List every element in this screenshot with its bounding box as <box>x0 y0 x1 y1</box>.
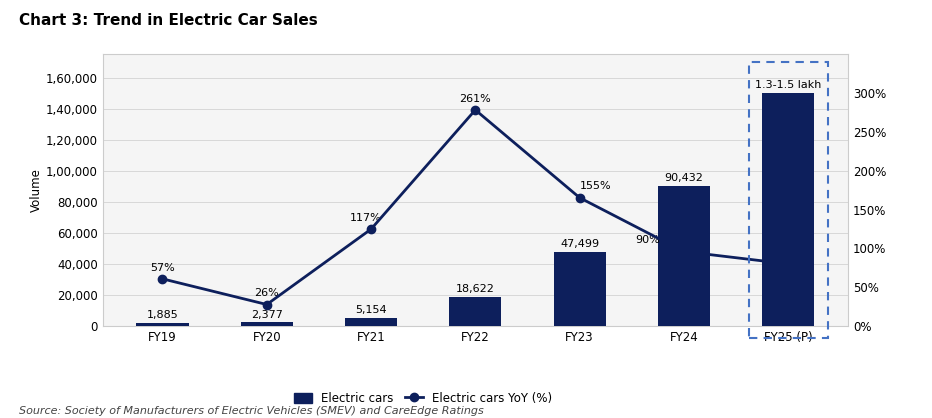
Text: Chart 3: Trend in Electric Car Sales: Chart 3: Trend in Electric Car Sales <box>19 13 318 28</box>
Text: 90%: 90% <box>635 235 660 245</box>
Bar <box>136 323 188 326</box>
Y-axis label: Volume: Volume <box>30 168 43 212</box>
Text: 1,885: 1,885 <box>146 310 178 320</box>
Text: 90,432: 90,432 <box>665 173 704 183</box>
Text: 155%: 155% <box>580 181 611 191</box>
Text: 1.3-1.5 lakh: 1.3-1.5 lakh <box>755 80 821 90</box>
Text: Source: Society of Manufacturers of Electric Vehicles (SMEV) and CareEdge Rating: Source: Society of Manufacturers of Elec… <box>19 406 484 416</box>
Bar <box>240 322 293 326</box>
Text: 2,377: 2,377 <box>251 310 282 319</box>
Text: 26%: 26% <box>254 288 280 298</box>
Bar <box>762 93 815 326</box>
Bar <box>449 297 501 326</box>
Bar <box>658 186 710 326</box>
Text: 18,622: 18,622 <box>456 284 495 294</box>
Bar <box>554 252 606 326</box>
Text: 47,499: 47,499 <box>560 240 599 250</box>
Text: 57%: 57% <box>150 263 175 273</box>
Bar <box>345 318 397 326</box>
Text: 261%: 261% <box>459 94 491 104</box>
Legend: Electric cars, Electric cars YoY (%): Electric cars, Electric cars YoY (%) <box>289 387 557 410</box>
Text: 117%: 117% <box>350 213 382 223</box>
Text: 5,154: 5,154 <box>355 305 387 315</box>
